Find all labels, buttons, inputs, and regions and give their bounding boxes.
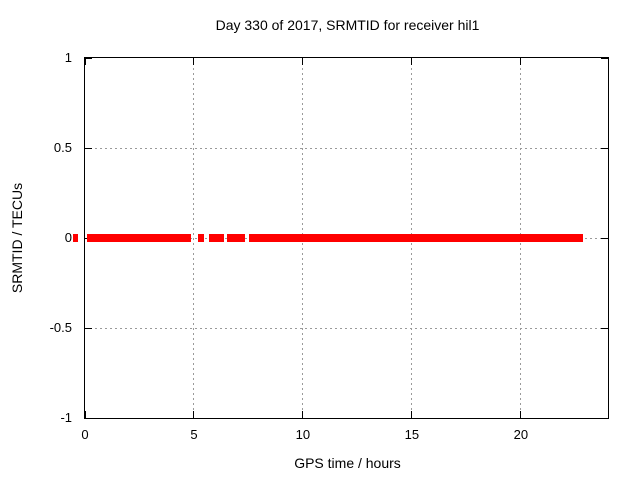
y-tick-label: 0.5: [53, 140, 72, 155]
y-tick-left: [85, 57, 92, 59]
y-tick-label: 0: [64, 230, 72, 245]
x-tick-top: [84, 58, 86, 65]
y-tick-left: [85, 147, 92, 149]
x-tick-bottom: [411, 411, 413, 418]
x-tick-label: 15: [404, 427, 420, 442]
y-tick-right: [601, 327, 608, 329]
horizontal-gridline: [85, 147, 608, 149]
x-tick-label: 20: [513, 427, 529, 442]
y-tick-right: [601, 147, 608, 149]
y-tick-label: -0.5: [49, 320, 72, 335]
x-tick-bottom: [520, 411, 522, 418]
data-segment: [197, 234, 204, 242]
x-tick-top: [411, 58, 413, 65]
vertical-gridline: [193, 58, 195, 418]
plot-area: [72, 57, 609, 419]
x-tick-label: 10: [295, 427, 311, 442]
data-segment: [72, 234, 79, 242]
x-tick-label: 0: [81, 427, 89, 442]
x-tick-bottom: [193, 411, 195, 418]
chart-title: Day 330 of 2017, SRMTID for receiver hil…: [215, 17, 480, 33]
y-tick-label: 1: [64, 50, 72, 65]
x-tick-top: [193, 58, 195, 65]
data-segment: [209, 234, 225, 242]
data-segment: [226, 234, 246, 242]
x-tick-bottom: [84, 411, 86, 418]
y-tick-right: [601, 57, 608, 59]
y-tick-left: [85, 417, 92, 419]
data-segment: [248, 234, 583, 242]
x-axis-label: GPS time / hours: [294, 455, 401, 471]
horizontal-gridline: [85, 327, 608, 329]
y-tick-label: -1: [60, 410, 72, 425]
x-tick-top: [302, 58, 304, 65]
y-tick-right: [601, 417, 608, 419]
data-segment: [86, 234, 191, 242]
x-tick-label: 5: [190, 427, 198, 442]
y-tick-right: [601, 237, 608, 239]
y-tick-left: [85, 327, 92, 329]
x-tick-bottom: [302, 411, 304, 418]
x-tick-top: [520, 58, 522, 65]
